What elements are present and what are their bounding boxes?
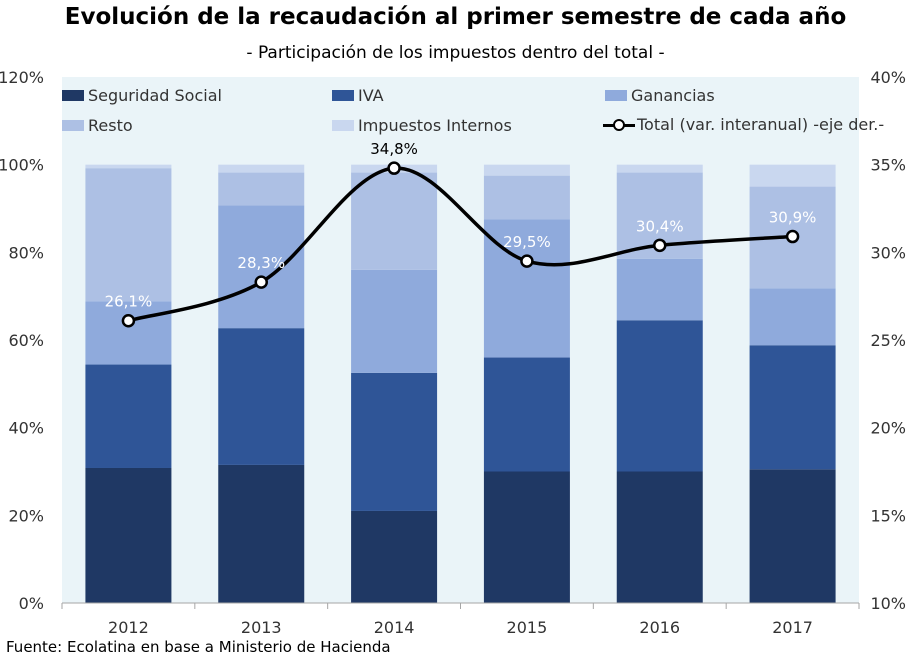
bar-2017-impuestos-internos [749, 164, 836, 187]
legend-swatch-iva [332, 90, 354, 101]
total-point-2015 [520, 254, 534, 268]
bar-2016-impuestos-internos [616, 164, 703, 173]
y-right-tick-label: 35% [870, 156, 906, 175]
total-point-2016 [653, 238, 667, 253]
bar-2016-seguridad-social [616, 471, 703, 603]
legend-swatch-seguridad-social [62, 90, 84, 101]
bar-2015-resto [483, 175, 570, 220]
bar-2016-ganancias [616, 258, 703, 321]
y-left-tick-label: 80% [8, 243, 44, 262]
legend-label-total: Total (var. interanual) -eje der.- [637, 115, 885, 134]
legend-item-total: Total (var. interanual) -eje der.- [603, 115, 884, 134]
bar-2015-iva [483, 357, 570, 472]
bar-2017-iva [749, 345, 836, 470]
total-data-label-2014: 34,8% [370, 140, 418, 158]
x-tick-label-2014: 2014 [374, 618, 415, 637]
bar-2014-ganancias [351, 269, 438, 373]
y-left-tick-label: 100% [0, 156, 44, 175]
legend-item-resto: Resto [62, 116, 133, 135]
legend-item-seguridad-social: Seguridad Social [62, 86, 222, 105]
bar-2012-resto [85, 168, 172, 302]
legend-label-ganancias: Ganancias [631, 86, 715, 105]
legend-swatch-resto [62, 120, 84, 131]
legend-item-ganancias: Ganancias [605, 86, 715, 105]
legend-label-seguridad-social: Seguridad Social [88, 86, 222, 105]
y-left-tick-label: 0% [19, 594, 44, 613]
legend-swatch-ganancias [605, 90, 627, 101]
bar-2015-seguridad-social [483, 471, 570, 603]
total-data-label-2015: 29,5% [503, 233, 551, 251]
bar-2017-ganancias [749, 288, 836, 346]
y-left-tick-label: 120% [0, 68, 44, 87]
bar-2012-ganancias [85, 301, 172, 365]
bar-2013-ganancias [218, 205, 305, 329]
y-right-tick-label: 30% [870, 243, 906, 262]
total-point-2014 [387, 161, 401, 175]
bar-2014-seguridad-social [351, 510, 438, 603]
legend-label-iva: IVA [358, 86, 384, 105]
x-tick-label-2012: 2012 [108, 618, 149, 637]
y-left-tick-label: 60% [8, 331, 44, 350]
x-tick-label-2013: 2013 [241, 618, 282, 637]
plot-area [62, 77, 859, 603]
total-data-label-2012: 26,1% [105, 293, 153, 311]
bar-2016-iva [616, 320, 703, 472]
legend-label-resto: Resto [88, 116, 133, 135]
bar-2014-resto [351, 172, 438, 270]
total-point-2017 [785, 229, 800, 244]
y-right-tick-label: 15% [870, 506, 906, 525]
y-right-tick-label: 20% [870, 419, 906, 438]
chart-subtitle: - Participación de los impuestos dentro … [246, 43, 665, 63]
bar-2012-impuestos-internos [85, 164, 172, 169]
total-data-label-2017: 30,9% [769, 209, 817, 227]
y-left-tick-label: 40% [8, 419, 44, 438]
y-left-tick-label: 20% [8, 506, 44, 525]
total-point-2012 [121, 313, 136, 328]
x-tick-label-2015: 2015 [507, 618, 548, 637]
bar-2013-seguridad-social [218, 464, 305, 603]
bar-2017-seguridad-social [749, 469, 836, 603]
total-point-2013 [254, 275, 268, 289]
source-note: Fuente: Ecolatina en base a Ministerio d… [6, 638, 391, 656]
bar-2012-seguridad-social [85, 467, 172, 603]
y-right-tick-label: 40% [870, 68, 906, 87]
chart-title: Evolución de la recaudación al primer se… [64, 4, 847, 30]
chart-legend: Seguridad Social IVA Ganancias Resto Imp… [62, 82, 884, 142]
x-tick-label-2017: 2017 [772, 618, 813, 637]
bar-2013-iva [218, 328, 305, 465]
legend-line-marker-icon [603, 118, 635, 131]
y-right-tick-label: 10% [870, 594, 906, 613]
bar-2013-impuestos-internos [218, 164, 305, 173]
y-right-tick-label: 25% [870, 331, 906, 350]
legend-item-iva: IVA [332, 86, 384, 105]
legend-label-impuestos-internos: Impuestos Internos [358, 116, 512, 135]
total-data-label-2016: 30,4% [636, 217, 684, 235]
total-line [127, 166, 793, 323]
bar-2015-impuestos-internos [483, 164, 570, 176]
legend-swatch-impuestos-internos [332, 120, 354, 131]
bar-2013-resto [218, 172, 305, 206]
bar-2012-iva [85, 364, 172, 468]
total-data-label-2013: 28,3% [237, 254, 285, 272]
bar-2014-iva [351, 372, 438, 511]
legend-item-impuestos-internos: Impuestos Internos [332, 116, 512, 135]
x-tick-label-2016: 2016 [639, 618, 680, 637]
